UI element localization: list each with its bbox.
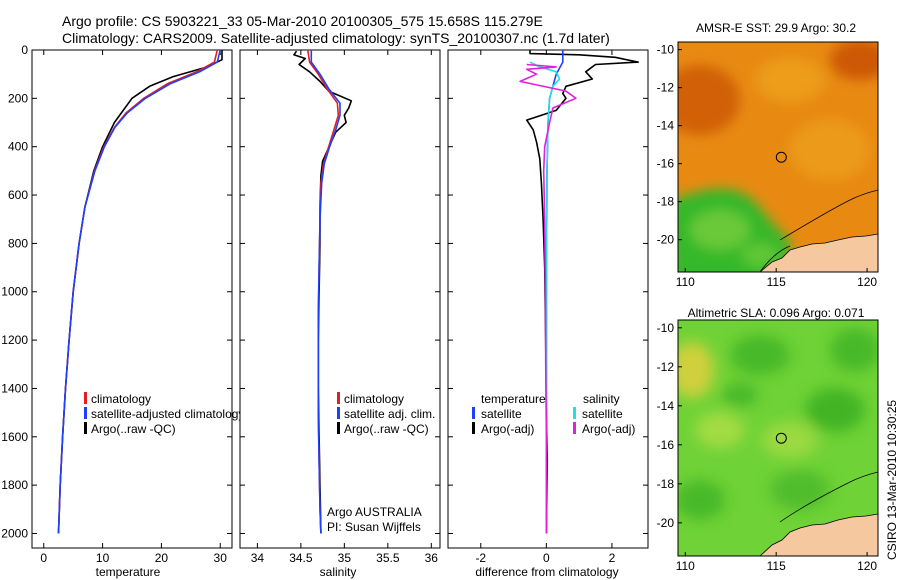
sst-map-field [678,42,878,272]
map-x-tick-label: 110 [676,559,695,573]
map-y-tick-label: -20 [657,516,675,530]
salinity-panel: 34 34.5 35 35.5 36 salinity climatology sate… [239,49,441,579]
temperature-axes-frame [31,49,233,549]
y-tick-label: 400 [8,140,28,154]
y-tick-label: 1600 [1,430,28,444]
sst-map-title: AMSR-E SST: 29.9 Argo: 30.2 [696,21,856,35]
x-tick-label: 35.5 [376,551,400,565]
legend-label-temp-satellite: satellite [481,407,522,421]
legend-swatch-temp-satellite [472,407,475,419]
legend-label-climatology: climatology [344,392,404,406]
sla-argo-location-marker [775,432,787,444]
legend-label-temp-argo: Argo(-adj) [481,422,534,436]
x-tick-label: 10 [96,551,110,565]
sst-map-panel: AMSR-E SST: 29.9 Argo: 30.2 [657,21,879,289]
legend-swatch-sal-satellite [573,407,576,419]
series-line-salinity-argo-adj [519,63,577,534]
y-tick-label: 1400 [1,381,28,395]
y-tick-label: 2000 [1,526,28,540]
map-y-tick-label: -12 [657,81,675,95]
y-tick-label: 200 [8,91,28,105]
map-x-tick-label: 115 [767,275,786,289]
argo-australia-annotation: Argo AUSTRALIA [327,505,422,519]
legend-swatch-argo [84,422,87,434]
map-y-tick-label: -18 [657,477,675,491]
legend-swatch-climatology [84,392,87,404]
legend-label-climatology: climatology [91,392,151,406]
x-tick-label: 36 [425,551,439,565]
side-stamp: CSIRO 13-Mar-2010 10:30:25 [885,400,899,560]
sla-map-title: Altimetric SLA: 0.096 Argo: 0.071 [688,306,865,320]
legend-label-sal-satellite: satellite [582,407,623,421]
map-y-tick-label: -10 [657,321,675,335]
map-y-tick-label: -14 [657,119,675,133]
series-line-satellite-adj-clim [310,50,341,534]
x-tick-label: 34 [251,551,265,565]
salinity-legend: climatology satellite adj. clim. Argo(..… [337,392,435,436]
map-y-tick-label: -16 [657,438,675,452]
difference-panel: -2 0 2 difference from climatology tempera… [447,49,649,579]
sla-map-panel: Altimetric SLA: 0.096 Argo: 0.071 [657,306,879,573]
map-x-tick-label: 120 [857,559,877,573]
salinity-axes-frame [239,49,441,549]
sst-argo-location-marker [775,151,787,163]
temperature-legend: climatology satellite-adjusted climatolo… [84,392,244,436]
legend-swatch-temp-argo [472,422,475,434]
legend-label-argo: Argo(..raw -QC) [91,422,176,436]
header-line-2: Climatology: CARS2009. Satellite-adjuste… [62,30,610,46]
legend-swatch-satellite-adjusted [84,407,87,419]
series-line-salinity-satellite [529,61,561,534]
map-x-tick-label: 115 [767,559,786,573]
map-x-tick-label: 120 [857,275,877,289]
salinity-xlabel: salinity [320,565,357,579]
y-tick-label: 1800 [1,478,28,492]
map-y-tick-label: -16 [657,157,675,171]
legend-swatch-satellite-adj [337,407,340,419]
x-tick-label: 35 [338,551,352,565]
map-y-tick-label: -12 [657,360,675,374]
sla-map-frame [677,319,879,557]
pi-annotation: PI: Susan Wijffels [327,520,421,534]
difference-legend: temperature salinity satellite Argo(-adj… [472,392,635,436]
legend-swatch-sal-argo [573,422,576,434]
legend-swatch-climatology [337,392,340,404]
y-tick-label: 0 [21,43,28,57]
map-y-tick-label: -18 [657,195,675,209]
y-tick-label: 1000 [1,285,28,299]
legend-header-temperature: temperature [481,392,546,406]
legend-label-sal-argo: Argo(-adj) [582,422,635,436]
x-tick-label: 2 [609,551,616,565]
map-y-tick-label: -10 [657,43,675,57]
sst-map-frame [677,41,879,273]
legend-label-argo: Argo(..raw -QC) [344,422,429,436]
temperature-panel: 0 10 20 30 0 200 400 600 800 1000 1200 1400 1600 1800… [1,43,244,579]
temperature-xlabel: temperature [96,565,161,579]
map-x-tick-label: 110 [676,275,695,289]
x-tick-label: 20 [155,551,169,565]
x-tick-label: 0 [543,551,550,565]
legend-label-satellite-adj: satellite adj. clim. [344,407,435,421]
legend-header-salinity: salinity [583,392,620,406]
y-tick-label: 800 [8,236,28,250]
y-tick-label: 1200 [1,333,28,347]
difference-xlabel: difference from climatology [475,565,618,579]
map-y-tick-label: -14 [657,399,675,413]
y-tick-label: 600 [8,188,28,202]
sla-map-field [678,320,878,556]
series-line-satellite-adjusted-climatology [57,49,221,534]
x-tick-label: 0 [40,551,47,565]
map-y-tick-label: -20 [657,233,675,247]
header-line-1: Argo profile: CS 5903221_33 05-Mar-2010 … [62,13,543,29]
legend-label-satellite-adjusted: satellite-adjusted climatology [91,407,244,421]
x-tick-label: 30 [214,551,228,565]
x-tick-label: -2 [475,551,486,565]
legend-swatch-argo [337,422,340,434]
x-tick-label: 34.5 [289,551,313,565]
